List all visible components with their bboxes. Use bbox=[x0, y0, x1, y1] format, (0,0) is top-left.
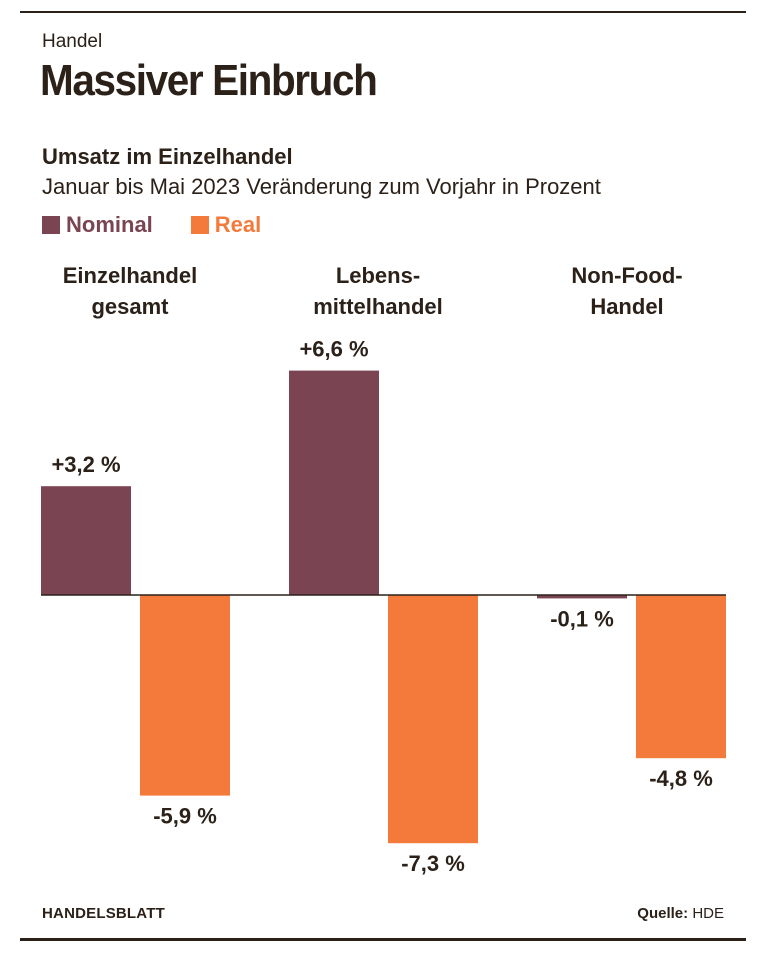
legend-swatch-real bbox=[190, 216, 209, 234]
legend-swatch-nominal bbox=[42, 216, 60, 234]
category-label: Non-Food- bbox=[571, 263, 682, 288]
data-label: -7,3 % bbox=[401, 851, 465, 876]
data-label: -0,1 % bbox=[550, 606, 614, 631]
legend-item-nominal: Nominal bbox=[42, 212, 153, 238]
legend-label-real: Real bbox=[214, 212, 262, 237]
source-label: Quelle: bbox=[637, 905, 689, 922]
source-value: HDE bbox=[692, 905, 724, 922]
bar-real bbox=[388, 595, 478, 844]
bar-real bbox=[140, 595, 230, 796]
footer-brand: HANDELSBLATT bbox=[42, 905, 165, 922]
top-rule bbox=[20, 11, 746, 13]
category-label: Handel bbox=[590, 294, 663, 319]
bottom-rule bbox=[20, 938, 746, 941]
kicker: Handel bbox=[42, 31, 103, 52]
legend: Nominal Real bbox=[42, 212, 299, 238]
chart-subtitle: Januar bis Mai 2023 Veränderung zum Vorj… bbox=[42, 174, 601, 199]
data-label: -4,8 % bbox=[649, 766, 713, 791]
legend-item-real: Real bbox=[190, 212, 262, 238]
legend-label-nominal: Nominal bbox=[66, 212, 153, 237]
bar-nominal bbox=[537, 595, 627, 599]
data-label: -5,9 % bbox=[153, 804, 217, 829]
data-label: +6,6 % bbox=[299, 337, 368, 362]
bar-nominal bbox=[41, 486, 131, 595]
category-label: gesamt bbox=[91, 294, 169, 319]
footer-source: Quelle: HDE bbox=[637, 905, 724, 922]
bar-nominal bbox=[289, 370, 379, 595]
bar-real bbox=[636, 595, 726, 759]
headline: Massiver Einbruch bbox=[40, 56, 378, 105]
category-label: Lebens- bbox=[336, 263, 420, 288]
data-label: +3,2 % bbox=[51, 452, 120, 477]
category-label: Einzelhandel bbox=[63, 263, 197, 288]
category-label: mittelhandel bbox=[313, 294, 443, 319]
chart-title: Umsatz im Einzelhandel bbox=[42, 144, 293, 169]
